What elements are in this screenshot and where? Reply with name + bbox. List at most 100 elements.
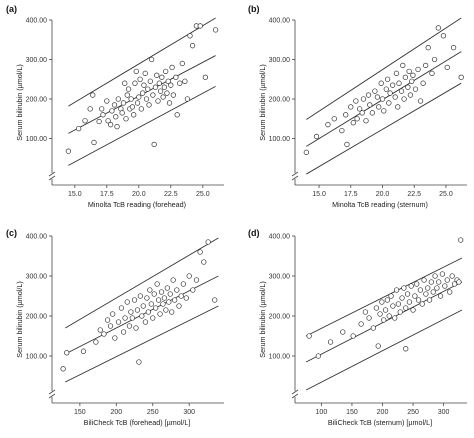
x-tick-label: 150 bbox=[346, 409, 358, 416]
data-point bbox=[377, 311, 383, 317]
scatter-panel-3: (c) 100.00 200.00 300.00 400.00 150 200 250 300 B… bbox=[6, 228, 224, 427]
x-tick-label: 300 bbox=[183, 409, 195, 416]
data-point bbox=[365, 92, 372, 98]
data-point bbox=[439, 271, 446, 277]
data-point bbox=[107, 323, 114, 329]
data-point bbox=[177, 80, 183, 86]
data-point bbox=[444, 277, 450, 283]
data-point bbox=[150, 315, 156, 321]
x-tick-label: 20.0 bbox=[376, 191, 390, 198]
y-tick-label: 100.00 bbox=[26, 354, 48, 361]
data-point bbox=[151, 141, 157, 148]
data-point bbox=[113, 114, 119, 120]
data-point bbox=[393, 287, 400, 293]
data-point bbox=[155, 297, 162, 303]
data-point bbox=[419, 301, 425, 307]
data-point bbox=[118, 305, 125, 311]
data-point bbox=[126, 323, 133, 329]
data-point bbox=[122, 315, 128, 321]
scatter-panel-4: (d) 100.00 200.00 300.00 400.00 100 150 200 250 3… bbox=[248, 228, 467, 427]
data-point bbox=[182, 78, 188, 84]
y-axis-break-mark bbox=[291, 171, 299, 177]
data-point bbox=[379, 96, 386, 102]
x-tick-label: 22.5 bbox=[164, 191, 178, 198]
data-point bbox=[408, 283, 414, 289]
data-point bbox=[456, 279, 462, 285]
data-point bbox=[412, 293, 418, 299]
data-point bbox=[147, 78, 153, 84]
data-point bbox=[170, 277, 176, 283]
data-point bbox=[407, 92, 414, 98]
data-point bbox=[421, 277, 427, 283]
x-tick-label: 15.0 bbox=[68, 191, 82, 198]
data-point bbox=[387, 90, 393, 96]
y-tick-label: 200.00 bbox=[26, 314, 48, 321]
scatter-panel-1: (a) 100.00 200.00 300.00 400.00 15.0 17.5 20.0 2… bbox=[6, 4, 224, 209]
data-point bbox=[153, 305, 159, 311]
data-point bbox=[169, 64, 175, 71]
data-point bbox=[451, 281, 458, 287]
data-point bbox=[190, 287, 196, 293]
data-point bbox=[150, 92, 156, 98]
data-point bbox=[400, 62, 406, 69]
data-point bbox=[134, 307, 141, 313]
data-point bbox=[129, 104, 136, 110]
data-point bbox=[376, 104, 382, 110]
data-point bbox=[325, 122, 331, 128]
upper-limit-line bbox=[68, 17, 216, 107]
y-tick-label: 100.00 bbox=[269, 354, 291, 361]
data-point bbox=[143, 96, 150, 102]
data-point bbox=[428, 279, 435, 285]
data-point bbox=[384, 76, 391, 82]
data-point bbox=[395, 104, 401, 110]
data-point bbox=[458, 74, 464, 80]
data-point bbox=[99, 106, 105, 112]
data-point bbox=[437, 293, 444, 299]
data-point bbox=[124, 299, 130, 305]
data-point bbox=[362, 309, 369, 315]
lower-limit-line bbox=[305, 309, 463, 391]
lower-limit-line bbox=[65, 305, 219, 383]
data-point bbox=[65, 148, 72, 154]
y-tick-label: 200.00 bbox=[269, 97, 291, 104]
y-axis-label: Serum bilirubin (µmol/L) bbox=[15, 64, 24, 140]
data-point bbox=[447, 289, 453, 295]
data-point bbox=[212, 297, 218, 303]
data-point bbox=[212, 27, 219, 33]
data-point bbox=[97, 327, 103, 333]
data-point bbox=[344, 141, 350, 148]
upper-limit-line bbox=[65, 237, 219, 329]
data-point bbox=[128, 309, 134, 315]
data-point bbox=[417, 287, 424, 293]
data-point bbox=[348, 104, 354, 110]
y-tick-label: 100.00 bbox=[26, 136, 48, 143]
data-point bbox=[173, 74, 179, 80]
data-point bbox=[174, 287, 180, 293]
y-tick-label: 300.00 bbox=[269, 57, 291, 64]
data-point bbox=[128, 96, 134, 102]
data-point bbox=[392, 315, 398, 321]
x-axis-label: BiliCheck TcB (forehead) [µmol/L] bbox=[84, 418, 191, 427]
x-tick-label: 100 bbox=[316, 409, 328, 416]
data-point bbox=[148, 301, 154, 307]
x-tick-label: 200 bbox=[377, 409, 389, 416]
data-point bbox=[444, 64, 450, 71]
data-point bbox=[415, 66, 421, 73]
data-point bbox=[402, 74, 408, 80]
data-point bbox=[169, 309, 175, 315]
panel-label: (c) bbox=[6, 228, 17, 238]
x-tick-label: 17.5 bbox=[344, 191, 358, 198]
data-point bbox=[432, 273, 438, 279]
data-point bbox=[359, 110, 365, 116]
data-point bbox=[381, 317, 387, 323]
x-tick-label: 200 bbox=[110, 409, 122, 416]
data-point bbox=[410, 72, 416, 78]
data-point bbox=[60, 366, 66, 372]
data-point bbox=[123, 116, 129, 122]
data-point bbox=[156, 80, 162, 86]
data-point bbox=[353, 98, 359, 104]
data-point bbox=[383, 86, 389, 92]
data-point bbox=[393, 70, 400, 76]
data-point bbox=[339, 127, 345, 134]
data-point bbox=[165, 78, 171, 84]
